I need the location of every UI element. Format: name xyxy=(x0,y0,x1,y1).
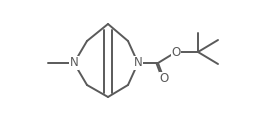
Text: O: O xyxy=(171,45,181,59)
Text: N: N xyxy=(70,57,78,69)
Text: O: O xyxy=(159,72,169,85)
Text: N: N xyxy=(134,57,142,69)
